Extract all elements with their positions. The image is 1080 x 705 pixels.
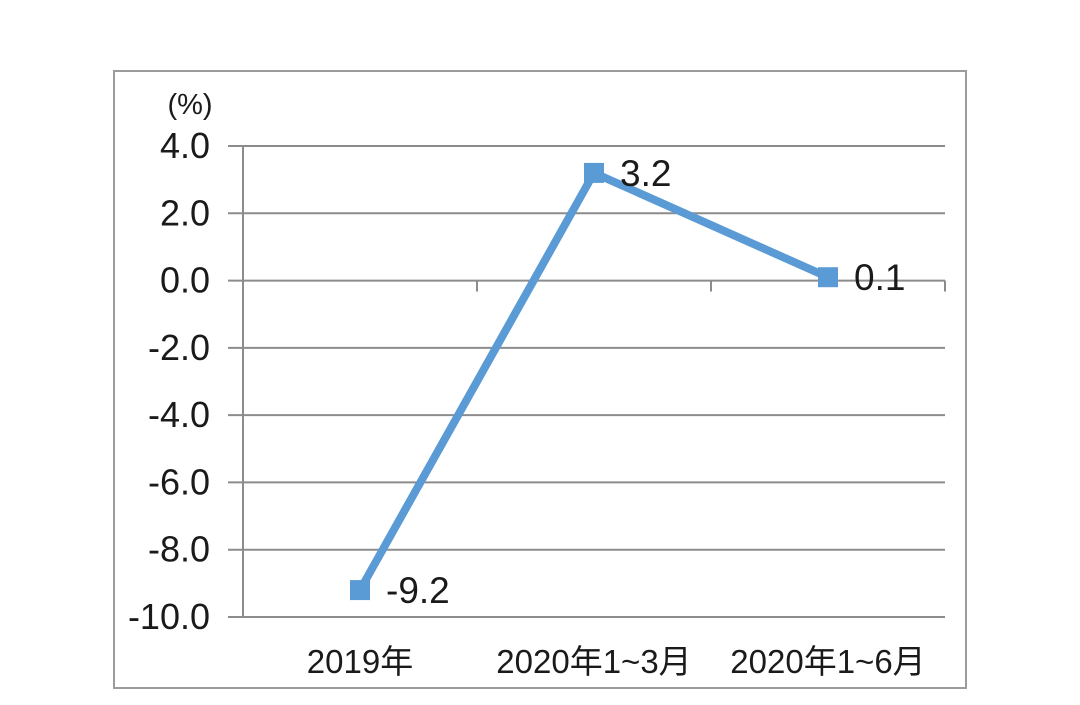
y-axis-tick-label: -10.0	[128, 596, 210, 637]
data-label: -9.2	[386, 570, 450, 611]
y-axis-tick-label: -4.0	[148, 394, 210, 435]
series-line	[356, 167, 830, 593]
y-axis-tick-label: -6.0	[148, 461, 210, 502]
data-label: 0.1	[854, 257, 905, 298]
y-axis-tick-label: 2.0	[160, 192, 210, 233]
y-axis-tick-label: 4.0	[160, 125, 210, 166]
x-axis-label: 2020年1~6月	[730, 643, 925, 680]
y-axis-tick-label: -2.0	[148, 327, 210, 368]
y-axis-tick-label: 0.0	[160, 260, 210, 301]
y-axis-tick-label: -8.0	[148, 529, 210, 570]
data-label: 3.2	[620, 153, 671, 194]
y-axis-unit-label: (%)	[167, 89, 212, 121]
x-axis-label: 2019年	[307, 643, 413, 680]
x-axis-label: 2020年1~3月	[496, 643, 691, 680]
chart-frame	[113, 70, 967, 689]
data-point-marker	[584, 162, 604, 183]
data-point-marker	[818, 267, 838, 288]
data-point-marker	[350, 580, 370, 601]
